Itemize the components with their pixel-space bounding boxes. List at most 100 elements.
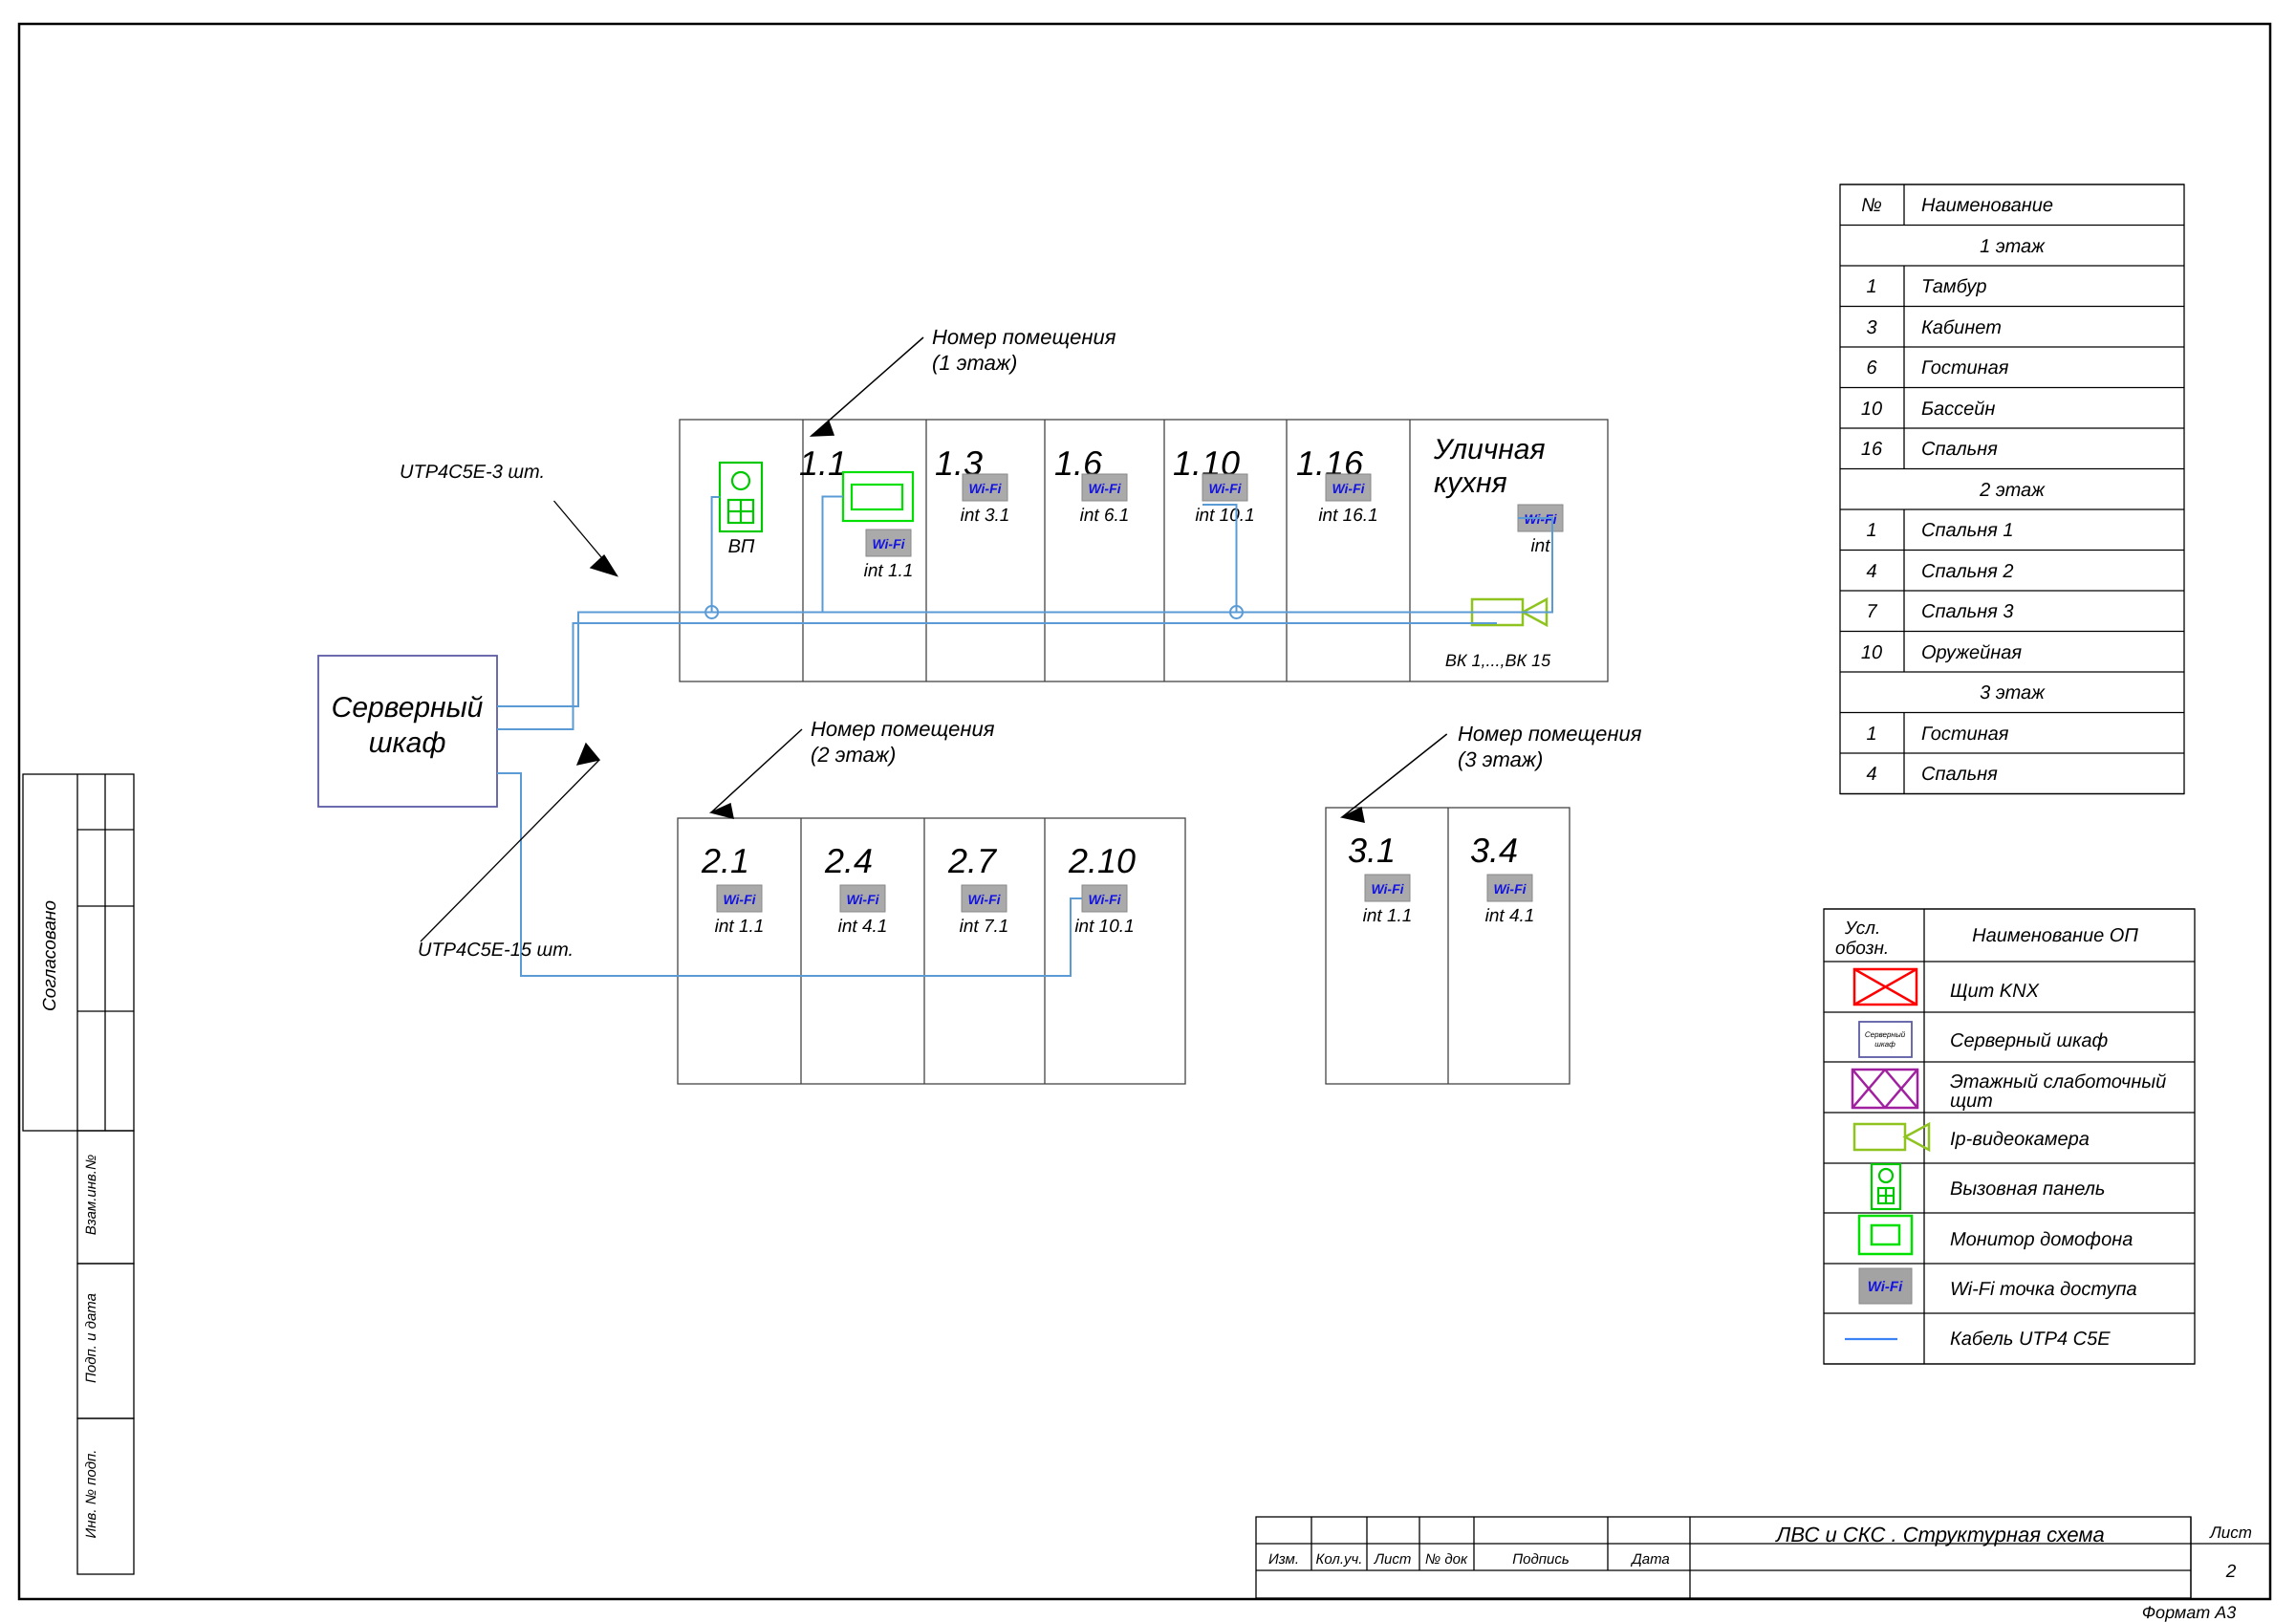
svg-text:Wi-Fi: Wi-Fi bbox=[1493, 881, 1527, 897]
svg-text:Wi-Fi: Wi-Fi bbox=[1208, 481, 1242, 496]
svg-text:1: 1 bbox=[1866, 276, 1876, 297]
svg-text:Оружейная: Оружейная bbox=[1921, 642, 2022, 663]
svg-text:Wi-Fi: Wi-Fi bbox=[846, 892, 879, 907]
svg-text:№: № bbox=[1861, 195, 1882, 216]
svg-text:Серверный: Серверный bbox=[332, 692, 484, 724]
svg-text:щит: щит bbox=[1950, 1091, 1993, 1112]
svg-text:Гостиная: Гостиная bbox=[1921, 724, 2009, 745]
svg-text:6: 6 bbox=[1866, 357, 1877, 378]
svg-text:3.4: 3.4 bbox=[1470, 831, 1518, 870]
svg-text:Wi-Fi точка доступа: Wi-Fi точка доступа bbox=[1950, 1279, 2137, 1300]
svg-text:ВП: ВП bbox=[728, 536, 755, 557]
svg-text:3.1: 3.1 bbox=[1348, 831, 1396, 870]
svg-text:Тамбур: Тамбур bbox=[1921, 276, 1987, 297]
svg-text:2.10: 2.10 bbox=[1068, 841, 1136, 880]
svg-text:Wi-Fi: Wi-Fi bbox=[968, 481, 1002, 496]
svg-text:16: 16 bbox=[1861, 439, 1883, 460]
svg-text:Изм.: Изм. bbox=[1268, 1551, 1299, 1568]
svg-text:4: 4 bbox=[1866, 764, 1876, 785]
svg-text:int 1.1: int 1.1 bbox=[864, 561, 914, 581]
svg-text:int 4.1: int 4.1 bbox=[1485, 906, 1535, 926]
svg-text:кухня: кухня bbox=[1434, 467, 1507, 499]
svg-text:Спальня: Спальня bbox=[1921, 439, 1998, 460]
svg-text:Wi-Fi: Wi-Fi bbox=[1088, 892, 1121, 907]
svg-text:Лист: Лист bbox=[2209, 1524, 2252, 1542]
svg-text:1: 1 bbox=[1866, 724, 1876, 745]
svg-text:Формат А3: Формат А3 bbox=[2142, 1603, 2237, 1622]
svg-text:Wi-Fi: Wi-Fi bbox=[1371, 881, 1404, 897]
svg-text:Номер помещения: Номер помещения bbox=[932, 325, 1116, 349]
svg-text:ВК 1,...,ВК 15: ВК 1,...,ВК 15 bbox=[1445, 651, 1551, 670]
svg-text:(3 этаж): (3 этаж) bbox=[1458, 747, 1543, 771]
svg-text:Подп. и дата: Подп. и дата bbox=[83, 1293, 99, 1383]
svg-text:Этажный слаботочный: Этажный слаботочный bbox=[1950, 1071, 2166, 1092]
svg-text:Кабель UTP4 C5E: Кабель UTP4 C5E bbox=[1950, 1329, 2111, 1350]
svg-text:шкаф: шкаф bbox=[369, 727, 446, 759]
svg-text:Спальня 1: Спальня 1 bbox=[1921, 520, 2014, 541]
svg-text:Инв. № подп.: Инв. № подп. bbox=[83, 1450, 99, 1539]
svg-text:int 6.1: int 6.1 bbox=[1080, 506, 1130, 526]
svg-text:int 1.1: int 1.1 bbox=[1363, 906, 1413, 926]
svg-text:3 этаж: 3 этаж bbox=[1980, 682, 2046, 703]
svg-text:Взам.инв.№: Взам.инв.№ bbox=[83, 1155, 99, 1235]
svg-text:Гостиная: Гостиная bbox=[1921, 357, 2009, 378]
svg-text:Кабинет: Кабинет bbox=[1921, 317, 2002, 338]
svg-text:3: 3 bbox=[1866, 317, 1876, 338]
svg-text:7: 7 bbox=[1866, 601, 1877, 622]
svg-text:Wi-Fi: Wi-Fi bbox=[872, 536, 905, 551]
svg-text:UTP4C5E-15 шт.: UTP4C5E-15 шт. bbox=[418, 940, 574, 961]
svg-text:2: 2 bbox=[2225, 1562, 2237, 1582]
svg-text:обозн.: обозн. bbox=[1835, 939, 1889, 959]
svg-text:Спальня: Спальня bbox=[1921, 764, 1998, 785]
svg-text:Наименование: Наименование bbox=[1921, 195, 2053, 216]
svg-text:10: 10 bbox=[1861, 642, 1882, 663]
svg-text:Wi-Fi: Wi-Fi bbox=[1868, 1279, 1903, 1295]
svg-text:Щит KNX: Щит KNX bbox=[1950, 981, 2040, 1002]
svg-text:Дата: Дата bbox=[1630, 1551, 1670, 1568]
svg-text:Наименование ОП: Наименование ОП bbox=[1972, 925, 2138, 946]
svg-text:Wi-Fi: Wi-Fi bbox=[1332, 481, 1365, 496]
svg-text:Серверный: Серверный bbox=[1865, 1030, 1906, 1039]
svg-text:Wi-Fi: Wi-Fi bbox=[967, 892, 1001, 907]
svg-text:1 этаж: 1 этаж bbox=[1980, 236, 2046, 257]
svg-text:2.4: 2.4 bbox=[824, 841, 873, 880]
svg-text:4: 4 bbox=[1866, 561, 1876, 582]
svg-text:Усл.: Усл. bbox=[1844, 919, 1880, 939]
svg-text:int 7.1: int 7.1 bbox=[960, 917, 1009, 937]
svg-text:Монитор домофона: Монитор домофона bbox=[1950, 1229, 2133, 1250]
svg-text:Номер помещения: Номер помещения bbox=[811, 717, 995, 741]
svg-text:(2 этаж): (2 этаж) bbox=[811, 743, 896, 767]
svg-text:UTP4C5E-3 шт.: UTP4C5E-3 шт. bbox=[400, 462, 545, 483]
svg-text:Спальня 2: Спальня 2 bbox=[1921, 561, 2014, 582]
svg-text:Номер помещения: Номер помещения bbox=[1458, 722, 1642, 746]
svg-text:int 4.1: int 4.1 bbox=[838, 917, 888, 937]
svg-text:10: 10 bbox=[1861, 399, 1882, 420]
svg-text:ЛВС и СКС . Структурная схема: ЛВС и СКС . Структурная схема bbox=[1774, 1523, 2104, 1546]
svg-text:int 10.1: int 10.1 bbox=[1195, 506, 1254, 526]
svg-text:Подпись: Подпись bbox=[1512, 1551, 1570, 1568]
svg-text:Согласовано: Согласовано bbox=[40, 900, 60, 1011]
svg-text:int 3.1: int 3.1 bbox=[961, 506, 1010, 526]
svg-text:Спальня 3: Спальня 3 bbox=[1921, 601, 2014, 622]
svg-text:int 1.1: int 1.1 bbox=[715, 917, 765, 937]
svg-text:Ip-видеокамера: Ip-видеокамера bbox=[1950, 1129, 2090, 1150]
svg-text:Вызовная панель: Вызовная панель bbox=[1950, 1179, 2105, 1200]
svg-text:int: int bbox=[1530, 536, 1550, 556]
svg-text:2.7: 2.7 bbox=[947, 841, 998, 880]
svg-text:2 этаж: 2 этаж bbox=[1979, 480, 2046, 501]
svg-text:Wi-Fi: Wi-Fi bbox=[723, 892, 756, 907]
svg-text:Лист: Лист bbox=[1374, 1551, 1412, 1568]
svg-text:2.1: 2.1 bbox=[701, 841, 749, 880]
svg-text:1.1: 1.1 bbox=[799, 443, 847, 483]
svg-text:(1 этаж): (1 этаж) bbox=[932, 351, 1017, 375]
svg-text:шкаф: шкаф bbox=[1874, 1040, 1895, 1049]
svg-text:int 16.1: int 16.1 bbox=[1318, 506, 1377, 526]
svg-text:Бассейн: Бассейн bbox=[1921, 399, 1995, 420]
svg-text:1: 1 bbox=[1866, 520, 1876, 541]
svg-text:Wi-Fi: Wi-Fi bbox=[1088, 481, 1121, 496]
svg-text:№ док: № док bbox=[1425, 1551, 1468, 1568]
svg-text:int 10.1: int 10.1 bbox=[1074, 917, 1134, 937]
svg-text:Уличная: Уличная bbox=[1433, 434, 1546, 465]
svg-text:Кол.уч.: Кол.уч. bbox=[1316, 1551, 1363, 1568]
svg-text:Серверный шкаф: Серверный шкаф bbox=[1950, 1030, 2109, 1051]
